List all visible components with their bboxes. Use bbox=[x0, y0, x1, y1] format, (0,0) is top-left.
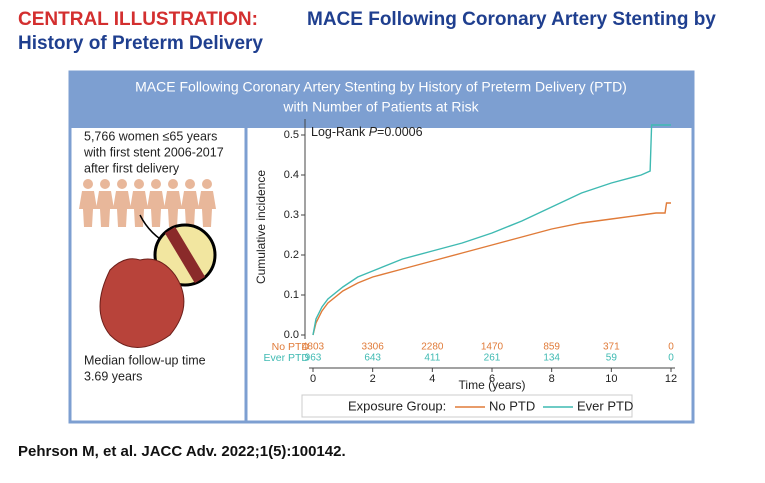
header-title: MACE Following Coronary Artery Stenting … bbox=[307, 9, 716, 30]
x-tick-label: 0 bbox=[310, 373, 316, 385]
annotation-part: =0.0006 bbox=[377, 125, 423, 139]
x-tick-label: 10 bbox=[605, 373, 617, 385]
panel-title: with Number of Patients at Risk bbox=[282, 99, 479, 115]
legend-title: Exposure Group: bbox=[348, 398, 446, 413]
risk-count: 0 bbox=[668, 353, 674, 364]
followup-text: Median follow-up time bbox=[84, 353, 206, 367]
x-tick-label: 2 bbox=[370, 373, 376, 385]
x-tick-label: 12 bbox=[665, 373, 677, 385]
annotation-part: Log-Rank bbox=[311, 125, 369, 139]
x-tick-label: 6 bbox=[489, 373, 495, 385]
risk-count: 0 bbox=[668, 342, 674, 353]
y-tick-label: 0.5 bbox=[284, 129, 299, 141]
x-tick-label: 4 bbox=[429, 373, 435, 385]
y-tick-label: 0.1 bbox=[284, 289, 299, 301]
curve bbox=[312, 124, 671, 336]
legend-label: Ever PTD bbox=[577, 398, 633, 413]
legend-label: No PTD bbox=[489, 398, 535, 413]
curve bbox=[312, 202, 671, 336]
cohort-text: with first stent 2006-2017 bbox=[83, 145, 224, 159]
y-tick-label: 0.0 bbox=[284, 329, 299, 341]
followup-text: 3.69 years bbox=[84, 369, 142, 383]
risk-row-label: No PTD bbox=[272, 341, 310, 353]
risk-count: 411 bbox=[424, 353, 440, 364]
risk-count: 1470 bbox=[481, 342, 504, 353]
risk-count: 963 bbox=[305, 353, 322, 364]
stent bbox=[164, 226, 206, 284]
cohort-text: after first delivery bbox=[84, 161, 180, 175]
y-tick-label: 0.4 bbox=[284, 169, 299, 181]
legend-box bbox=[301, 394, 633, 418]
risk-count: 4803 bbox=[302, 342, 325, 353]
y-tick-label: 0.3 bbox=[284, 209, 299, 221]
risk-count: 3306 bbox=[362, 342, 385, 353]
women-icons bbox=[79, 179, 216, 227]
risk-count: 134 bbox=[543, 353, 560, 364]
cohort-text: 5,766 women ≤65 years bbox=[84, 129, 217, 143]
annotation-part: P bbox=[369, 125, 378, 139]
x-axis-label: Time (years) bbox=[459, 378, 526, 392]
y-tick-label: 0.2 bbox=[284, 249, 299, 261]
x-tick-label: 8 bbox=[549, 373, 555, 385]
risk-count: 371 bbox=[603, 342, 620, 353]
risk-count: 261 bbox=[484, 353, 501, 364]
risk-count: 643 bbox=[364, 353, 381, 364]
risk-count: 859 bbox=[543, 342, 560, 353]
citation: Pehrson M, et al. JACC Adv. 2022;1(5):10… bbox=[18, 443, 346, 460]
panel-title: MACE Following Coronary Artery Stenting … bbox=[135, 79, 627, 95]
y-axis-label: Cumulative incidence bbox=[254, 170, 268, 284]
header-label: CENTRAL ILLUSTRATION: bbox=[18, 9, 258, 30]
risk-count: 2280 bbox=[421, 342, 444, 353]
panel-header bbox=[70, 72, 693, 128]
annotation: Log-Rank P=0.0006 bbox=[311, 125, 423, 139]
header-title: History of Preterm Delivery bbox=[18, 33, 263, 54]
risk-row-label: Ever PTD bbox=[263, 352, 309, 364]
heart bbox=[99, 258, 185, 348]
risk-count: 59 bbox=[606, 353, 618, 364]
